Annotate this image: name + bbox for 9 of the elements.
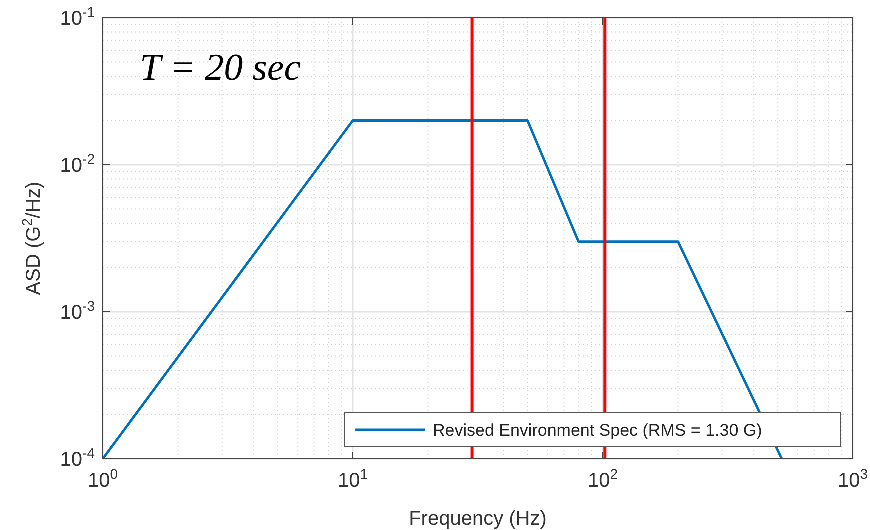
y-tick-label: 10$^{-3}$ <box>60 298 96 324</box>
annotation: T = 20 sec <box>140 47 302 89</box>
y-tick-label: 10$^{-1}$ <box>60 4 96 30</box>
x-axis-title: Frequency (Hz) <box>409 508 547 530</box>
x-tick-label: 10$^{3}$ <box>838 466 868 492</box>
y-tick-label: 10$^{-2}$ <box>60 151 96 177</box>
legend-label: Revised Environment Spec (RMS = 1.30 G) <box>433 421 762 440</box>
x-tick-label: 10$^{2}$ <box>588 466 618 492</box>
x-tick-label: 10$^{1}$ <box>338 466 368 492</box>
